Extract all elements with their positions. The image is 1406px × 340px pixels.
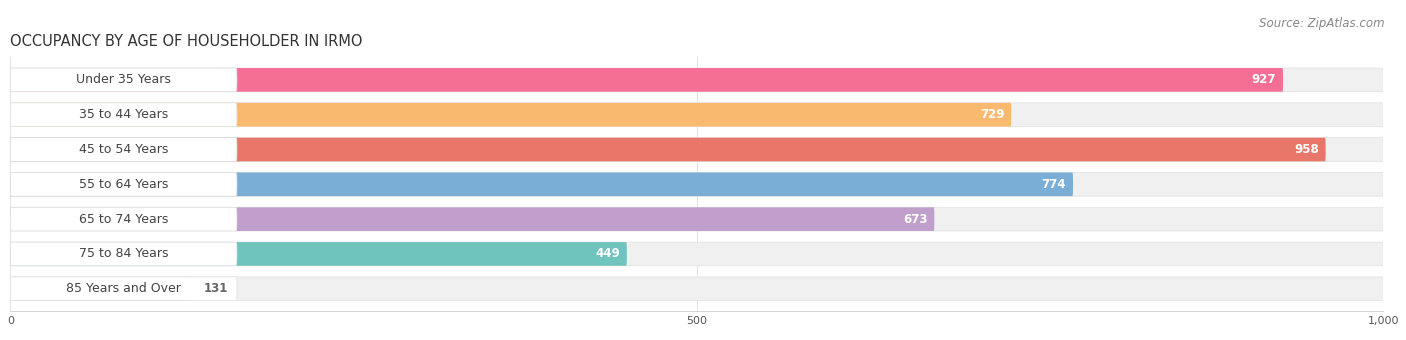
FancyBboxPatch shape: [10, 172, 1073, 196]
FancyBboxPatch shape: [10, 68, 1384, 92]
FancyBboxPatch shape: [10, 207, 238, 231]
Text: 45 to 54 Years: 45 to 54 Years: [79, 143, 169, 156]
FancyBboxPatch shape: [10, 277, 190, 301]
Text: OCCUPANCY BY AGE OF HOUSEHOLDER IN IRMO: OCCUPANCY BY AGE OF HOUSEHOLDER IN IRMO: [10, 34, 363, 49]
Text: Under 35 Years: Under 35 Years: [76, 73, 172, 86]
Text: 75 to 84 Years: 75 to 84 Years: [79, 248, 169, 260]
Text: 65 to 74 Years: 65 to 74 Years: [79, 212, 169, 226]
Text: 958: 958: [1294, 143, 1319, 156]
FancyBboxPatch shape: [10, 138, 1384, 162]
Text: 927: 927: [1251, 73, 1277, 86]
Text: 55 to 64 Years: 55 to 64 Years: [79, 178, 169, 191]
Text: Source: ZipAtlas.com: Source: ZipAtlas.com: [1260, 17, 1385, 30]
FancyBboxPatch shape: [10, 138, 238, 162]
Text: 131: 131: [204, 282, 228, 295]
FancyBboxPatch shape: [10, 68, 238, 92]
Text: 774: 774: [1042, 178, 1066, 191]
Text: 35 to 44 Years: 35 to 44 Years: [79, 108, 169, 121]
FancyBboxPatch shape: [10, 277, 1384, 301]
FancyBboxPatch shape: [10, 277, 238, 301]
Text: 85 Years and Over: 85 Years and Over: [66, 282, 181, 295]
Text: 673: 673: [903, 212, 928, 226]
FancyBboxPatch shape: [10, 242, 238, 266]
FancyBboxPatch shape: [10, 242, 627, 266]
Text: 449: 449: [595, 248, 620, 260]
FancyBboxPatch shape: [10, 103, 238, 126]
FancyBboxPatch shape: [10, 172, 238, 196]
Text: 729: 729: [980, 108, 1004, 121]
FancyBboxPatch shape: [10, 103, 1384, 126]
FancyBboxPatch shape: [10, 242, 1384, 266]
FancyBboxPatch shape: [10, 68, 1284, 92]
FancyBboxPatch shape: [10, 103, 1011, 126]
FancyBboxPatch shape: [10, 207, 1384, 231]
FancyBboxPatch shape: [10, 138, 1326, 162]
FancyBboxPatch shape: [10, 172, 1384, 196]
FancyBboxPatch shape: [10, 207, 935, 231]
